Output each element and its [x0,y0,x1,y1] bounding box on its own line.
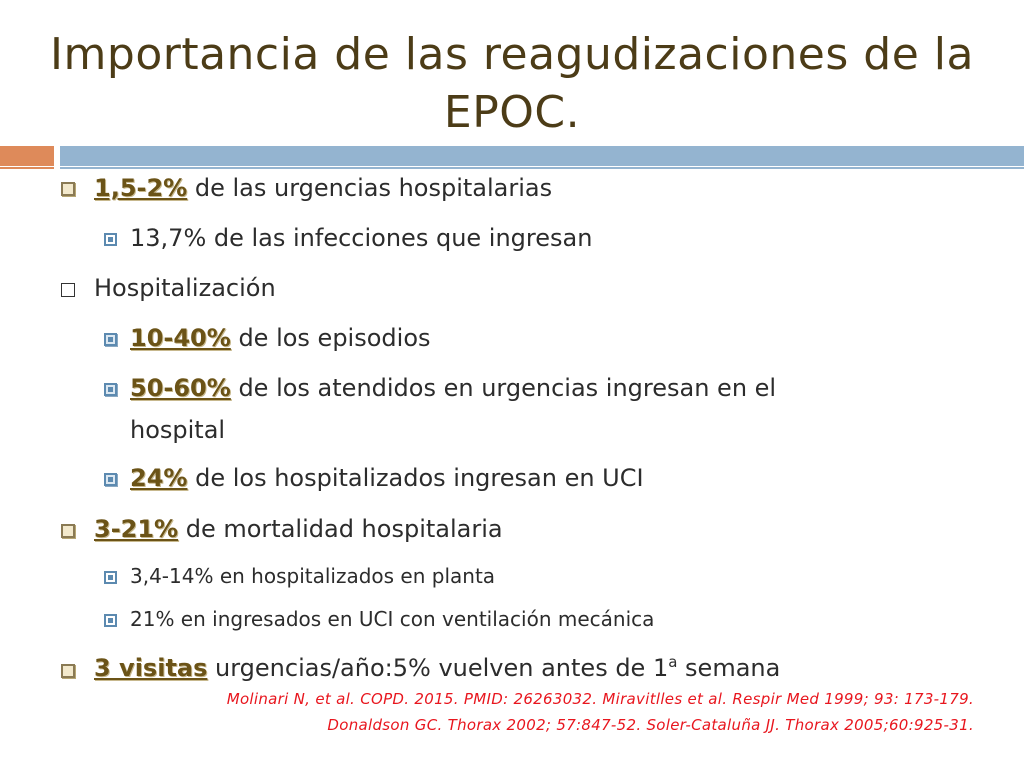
square-bullet-icon [61,283,75,297]
square-bullet-icon [104,233,117,246]
list-item: 3 visitas urgencias/año:5% vuelven antes… [94,653,780,682]
item-text: hospital [130,416,226,444]
title-accent-bar-blue [60,146,1024,166]
square-bullet-icon [61,182,75,196]
reference-line-1: Molinari N, et al. COPD. 2015. PMID: 262… [226,690,974,708]
highlight-value: 1,5-2% [94,174,188,202]
square-bullet-icon [104,473,117,486]
list-item: 10-40% de los episodios [130,324,431,352]
item-text: de mortalidad hospitalaria [178,515,503,543]
highlight-value: 3-21% [94,515,179,543]
list-item-continuation: hospital [130,416,225,444]
list-item: Hospitalización [94,274,276,302]
superscript: a [668,653,678,671]
highlight-value: 50-60% [130,374,231,402]
item-text: 13,7% de las infecciones que ingresan [130,224,593,252]
accent-line-left [0,167,54,169]
slide-title: Importancia de las reagudizaciones de la… [30,26,994,142]
square-bullet-icon [104,333,117,346]
item-text: 3,4-14% en hospitalizados en planta [130,564,496,588]
highlight-value: 10-40% [130,324,231,352]
item-text: Hospitalización [94,274,276,302]
accent-line-right [60,167,1024,169]
list-item: 21% en ingresados en UCI con ventilación… [130,607,654,631]
title-accent-bar-orange [0,146,54,166]
square-bullet-icon [104,571,117,584]
list-item: 24% de los hospitalizados ingresan en UC… [130,464,644,492]
square-bullet-icon [61,524,75,538]
highlight-value: 24% [130,464,188,492]
item-text: de los hospitalizados ingresan en UCI [187,464,644,492]
square-bullet-icon [104,383,117,396]
square-bullet-icon [61,664,75,678]
list-item: 50-60% de los atendidos en urgencias ing… [130,374,776,402]
reference-line-2: Donaldson GC. Thorax 2002; 57:847-52. So… [327,716,974,734]
title-accent-divider [54,140,60,168]
item-text-after: semana [677,654,781,682]
item-text: de los atendidos en urgencias ingresan e… [230,374,777,402]
item-text: 21% en ingresados en UCI con ventilación… [130,607,655,631]
title-line-1: Importancia de las reagudizaciones de la [50,29,974,80]
highlight-value: 3 visitas [94,654,208,682]
square-bullet-icon [104,614,117,627]
item-text: urgencias/año:5% vuelven antes de 1 [207,654,669,682]
item-text: de los episodios [230,324,431,352]
list-item: 13,7% de las infecciones que ingresan [130,224,592,252]
list-item: 1,5-2% de las urgencias hospitalarias [94,174,552,202]
list-item: 3,4-14% en hospitalizados en planta [130,564,495,588]
item-text: de las urgencias hospitalarias [187,174,553,202]
list-item: 3-21% de mortalidad hospitalaria [94,515,503,543]
title-line-2: EPOC. [443,87,581,138]
